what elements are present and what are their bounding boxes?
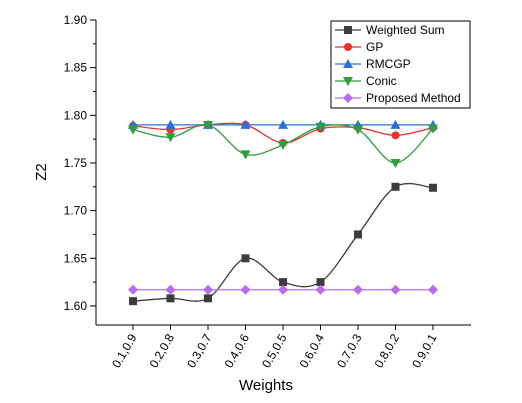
data-point [128,284,138,295]
legend-label: GP [366,40,383,54]
x-tick-label: 0.1,0.9 [109,331,140,370]
data-point [390,284,401,295]
data-point [203,120,213,130]
y-tick-label: 1.70 [64,204,88,218]
x-tick-label: 0.3,0.7 [184,331,215,370]
data-point [353,125,363,135]
data-point [241,254,250,263]
legend-marker [344,26,352,34]
legend-marker [343,93,353,103]
y-axis-title: Z2 [33,163,50,181]
legend-label: Conic [366,74,397,88]
y-tick-label: 1.75 [64,156,88,170]
x-tick-label: 0.5,0.5 [259,331,290,370]
data-point [428,284,438,295]
data-point [428,124,438,134]
x-axis-title: Weights [239,377,293,394]
legend-marker [344,43,352,51]
series-3 [128,120,438,168]
data-point [316,278,325,287]
x-tick-label: 0.6,0.4 [297,331,328,370]
data-point [315,122,326,132]
x-tick-label: 0.7,0.3 [334,331,365,370]
legend-marker [343,77,353,86]
legend: Weighted Sum GP RMCGP Conic Proposed Method [330,20,471,109]
data-point [165,284,176,295]
data-point [240,150,251,160]
y-tick-label: 1.80 [64,108,88,122]
data-point [429,183,437,192]
data-point [128,125,138,135]
data-point [278,140,288,150]
data-point [353,284,363,295]
data-point [391,131,400,140]
series-4 [128,284,438,295]
data-point [240,284,251,295]
data-point [129,297,137,306]
data-point [165,133,176,143]
y-tick-label: 1.85 [64,61,88,75]
data-point [391,182,400,191]
y-tick-label: 1.90 [64,13,88,27]
data-point [165,119,176,129]
data-point [354,230,362,239]
data-point [390,119,401,129]
data-point [279,278,287,287]
y-tick-label: 1.65 [64,251,88,265]
data-point [315,284,326,295]
series-2 [128,119,438,129]
x-tick-label: 0.8,0.2 [372,331,403,370]
series-0 [129,182,437,306]
data-point [278,119,288,129]
legend-marker [343,59,353,68]
data-point [203,284,213,295]
data-point [240,119,251,129]
x-tick-label: 0.2,0.8 [147,331,178,370]
data-point [278,284,288,295]
legend-label: Proposed Method [366,91,461,105]
data-point [166,294,175,303]
legend-label: RMCGP [366,57,411,71]
x-tick-label: 0.4,0.6 [222,331,253,370]
x-tick-label: 0.9,0.1 [409,331,440,370]
y-tick-label: 1.60 [64,299,88,313]
data-point [390,158,401,168]
legend-label: Weighted Sum [366,23,445,37]
data-point [204,294,212,303]
